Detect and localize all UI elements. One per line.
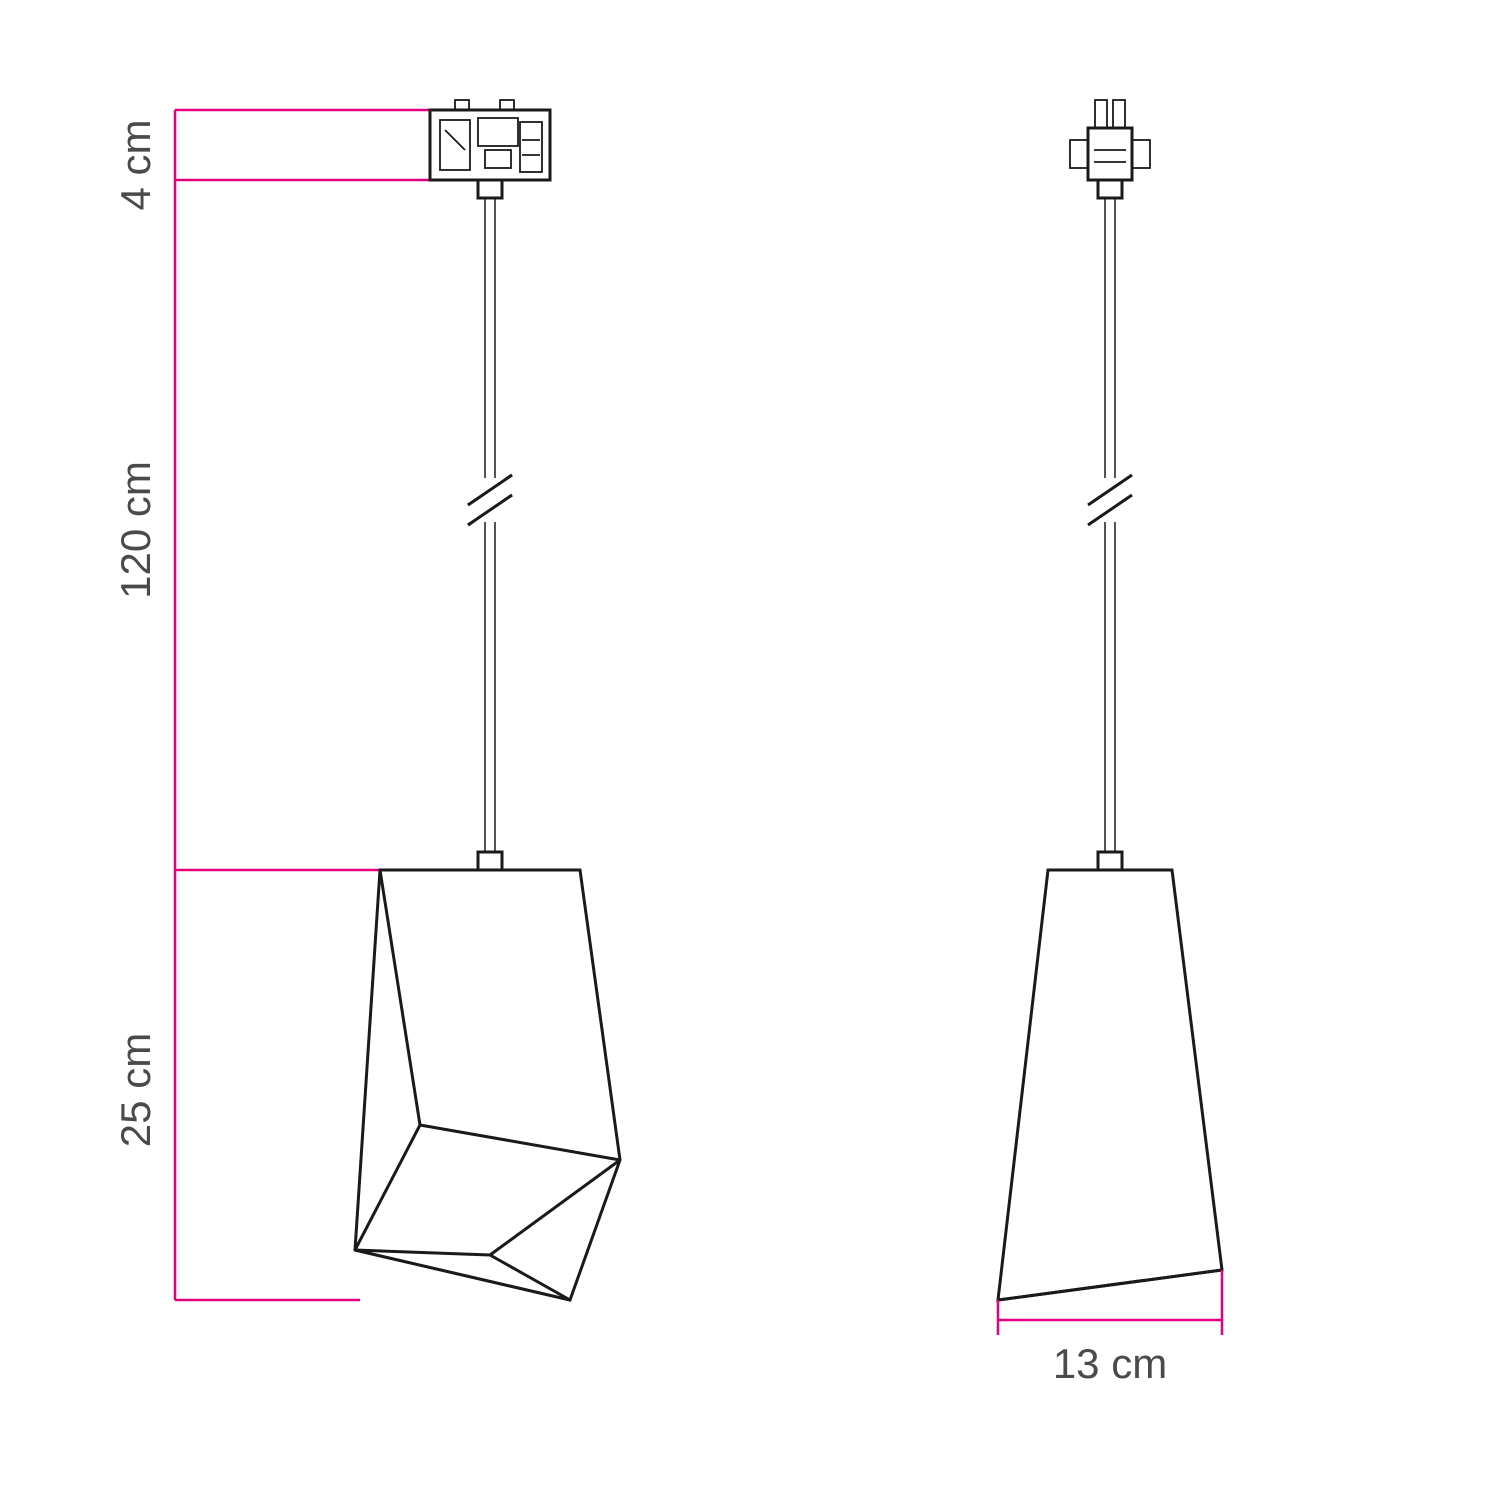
lamp-front-view <box>355 100 620 1300</box>
label-shade-width: 13 cm <box>1053 1340 1167 1387</box>
cable-side <box>1088 198 1132 870</box>
shade-side <box>998 870 1222 1300</box>
lamp-side-view: 13 cm <box>998 100 1222 1387</box>
shade-front <box>355 870 620 1300</box>
track-connector-front <box>430 100 550 198</box>
label-shade-height: 25 cm <box>112 1033 159 1147</box>
cable-front <box>468 198 512 870</box>
label-cable-length: 120 cm <box>112 461 159 599</box>
cable-break-icon <box>468 475 512 525</box>
label-connector-height: 4 cm <box>112 119 159 210</box>
track-connector-side <box>1070 100 1150 198</box>
tech-drawing: 4 cm 120 cm 25 cm <box>0 0 1500 1500</box>
cable-break-icon-side <box>1088 475 1132 525</box>
